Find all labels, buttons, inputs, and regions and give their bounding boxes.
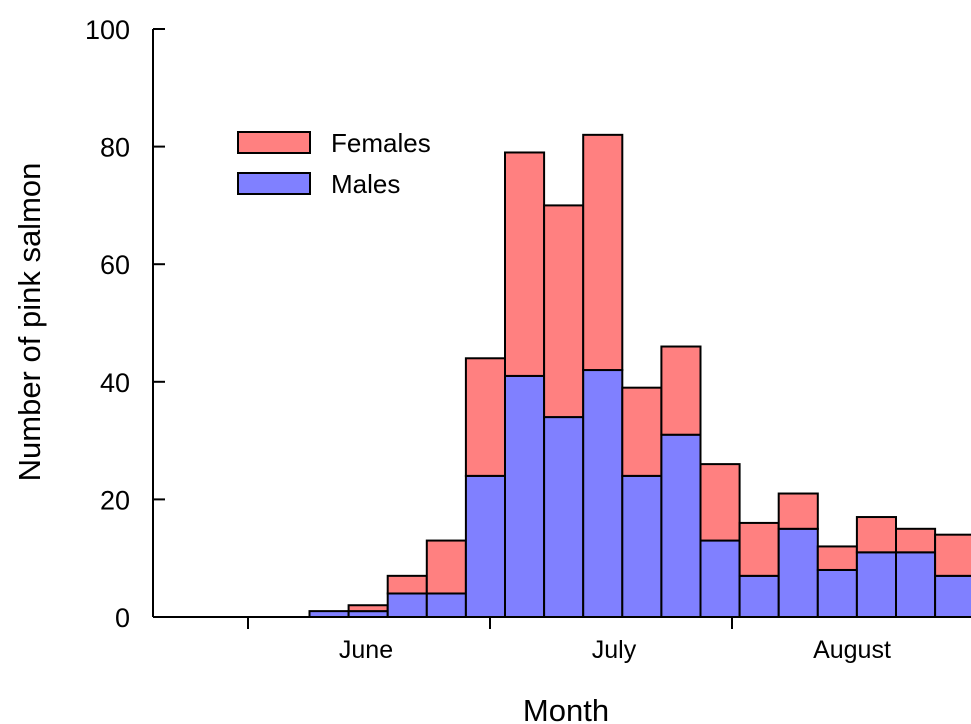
- bar-males: [386, 592, 428, 618]
- bar-males: [934, 574, 971, 619]
- y-tick-label: 80: [100, 133, 130, 163]
- legend: Females Males: [237, 128, 431, 199]
- bar-males: [816, 568, 858, 619]
- legend-label-females: Females: [331, 128, 431, 158]
- bars-group: [308, 133, 971, 619]
- y-tick-label: 20: [100, 485, 130, 515]
- bar-males: [582, 369, 624, 619]
- bar-males: [777, 527, 819, 618]
- bar-males: [660, 433, 702, 618]
- month-label-july: July: [592, 636, 637, 664]
- x-axis-title: Month: [523, 693, 609, 724]
- month-label-august: August: [813, 636, 891, 664]
- bar-males: [425, 592, 467, 618]
- bar-females: [347, 604, 389, 613]
- bar-females: [895, 527, 937, 554]
- bar-males: [855, 551, 898, 619]
- bar-males: [464, 474, 506, 618]
- bar-females: [425, 539, 467, 595]
- bar-males: [504, 374, 546, 619]
- y-tick-label: 0: [115, 603, 130, 633]
- bar-females: [504, 151, 546, 377]
- bar-females: [816, 545, 858, 571]
- bar-males: [699, 539, 741, 618]
- y-tick-label: 40: [100, 368, 130, 398]
- legend-label-males: Males: [331, 169, 400, 199]
- bar-males: [621, 474, 663, 618]
- x-axis-ticks: [247, 617, 733, 629]
- bar-males: [543, 416, 585, 618]
- bar-females: [582, 133, 624, 372]
- y-axis-title: Number of pink salmon: [12, 163, 47, 482]
- bar-females: [738, 521, 780, 577]
- bar-females: [699, 463, 741, 542]
- bar-males: [895, 551, 937, 619]
- bar-females: [934, 533, 971, 577]
- y-tick-label: 60: [100, 250, 130, 280]
- legend-swatch-males: [237, 172, 311, 195]
- bar-females: [777, 492, 819, 530]
- y-tick-label: 100: [85, 15, 130, 45]
- bar-females: [621, 386, 663, 477]
- month-label-june: June: [339, 636, 393, 664]
- bar-males: [738, 574, 780, 619]
- bar-females: [386, 574, 428, 595]
- bar-females: [855, 516, 898, 554]
- bar-females: [464, 357, 506, 477]
- y-axis-ticks: 0 20 40 60 80 100: [85, 15, 165, 633]
- bar-females: [660, 345, 702, 436]
- bar-females: [543, 204, 585, 419]
- legend-swatch-females: [237, 131, 311, 154]
